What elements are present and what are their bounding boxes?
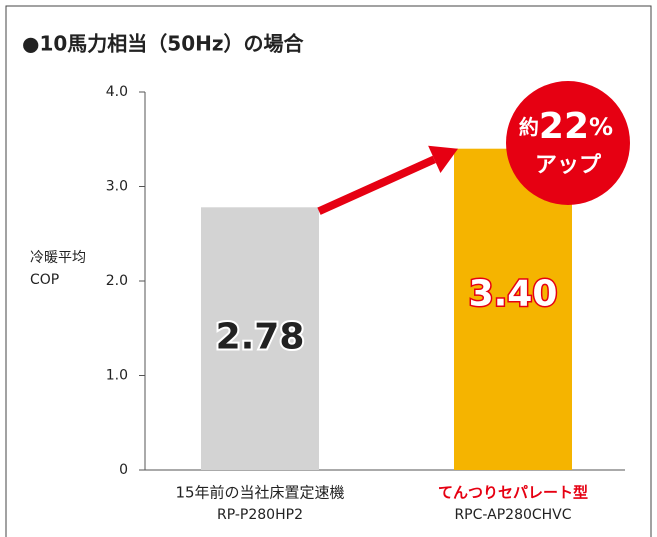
y-tick-label: 4.0 <box>106 84 128 100</box>
badge-number: 22 <box>539 106 589 147</box>
frame <box>5 5 652 537</box>
y-axis-label: 冷暖平均 <box>30 250 86 266</box>
model-label: RPC-AP280CHVC <box>454 507 571 523</box>
model-label: RP-P280HP2 <box>217 507 303 523</box>
badge-unit: % <box>589 113 613 141</box>
y-tick-label: 3.0 <box>106 179 128 195</box>
y-tick-label: 0 <box>119 462 128 478</box>
badge-text: アップ <box>535 153 602 178</box>
arrow-shaft <box>317 155 436 215</box>
arrow-head <box>428 145 458 174</box>
badge-text: 約22% <box>519 106 613 147</box>
badge <box>506 81 630 205</box>
y-axis-label: COP <box>30 272 59 288</box>
x-tick-label: てんつりセパレート型 <box>438 484 588 502</box>
chart-title: ●10馬力相当（50Hz）の場合 <box>22 32 304 56</box>
bar <box>201 207 319 471</box>
y-tick-label: 1.0 <box>106 368 128 384</box>
y-tick-label: 2.0 <box>106 273 128 289</box>
value-label: 3.40 <box>469 273 558 314</box>
badge-prefix: 約 <box>519 115 539 139</box>
x-tick-label: 15年前の当社床置定速機 <box>175 484 344 502</box>
value-label: 2.78 <box>216 317 305 358</box>
